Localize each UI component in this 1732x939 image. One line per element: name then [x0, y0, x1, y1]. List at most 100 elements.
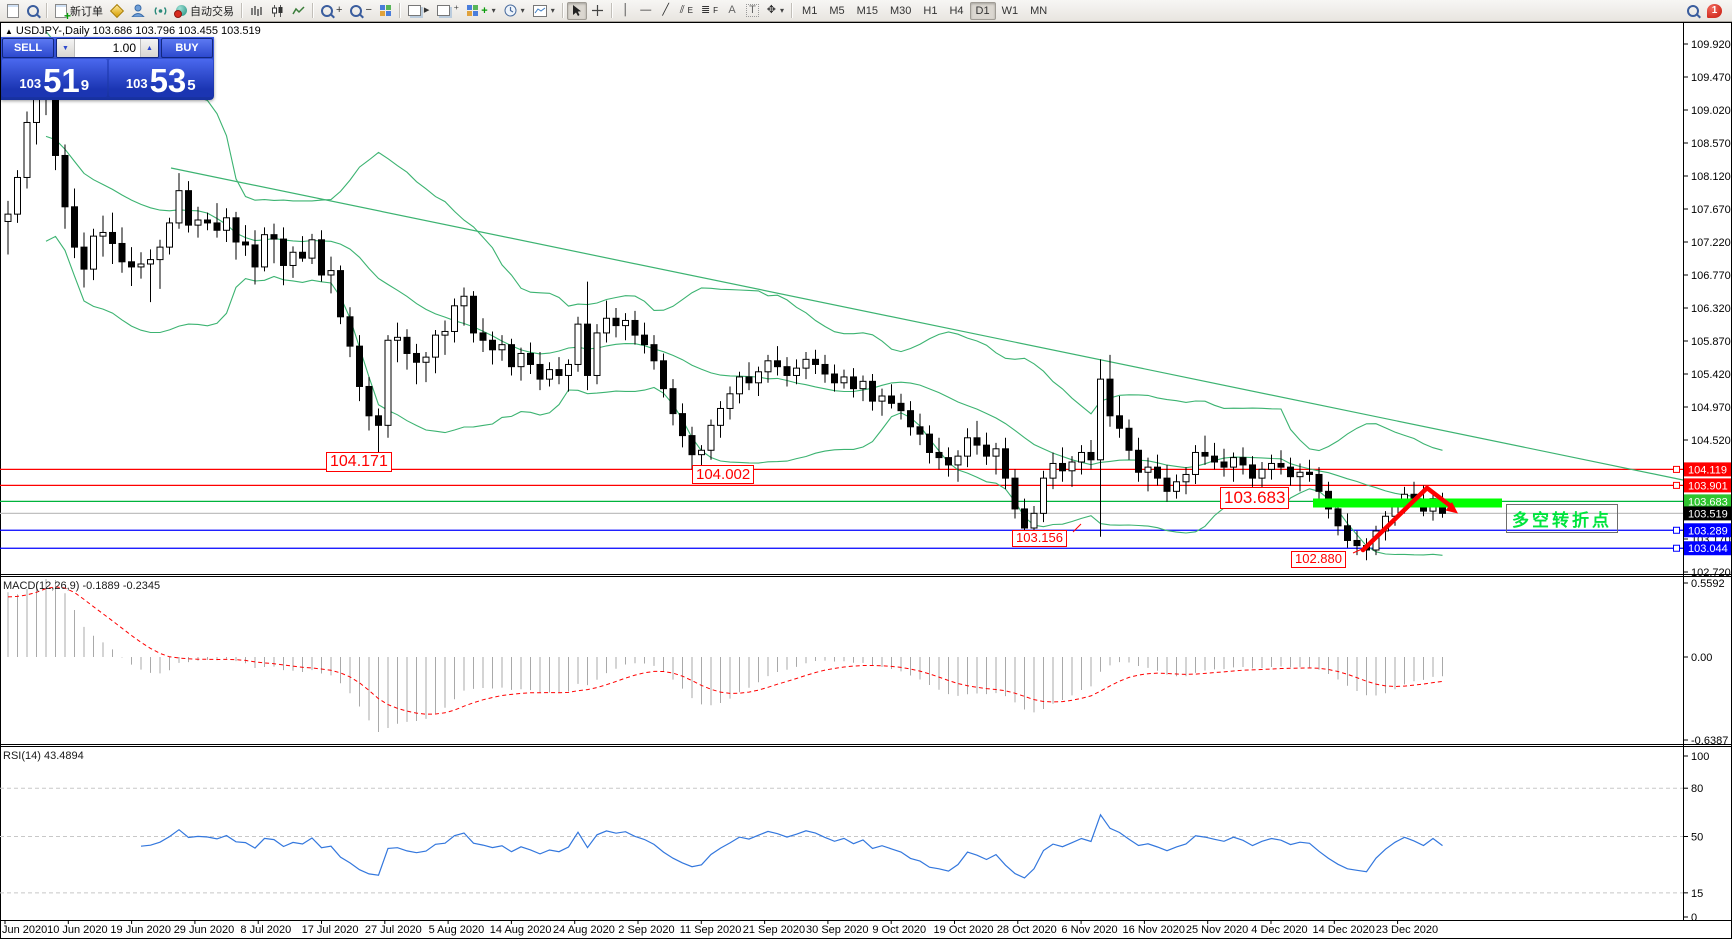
gold-diamond-icon — [109, 3, 125, 18]
timeframe-mn[interactable]: MN — [1030, 4, 1048, 17]
signals-button[interactable] — [149, 2, 172, 20]
candle — [1049, 462, 1057, 479]
clock-icon — [504, 4, 517, 17]
timeframe-m5[interactable]: M5 — [829, 4, 845, 17]
candle — [793, 367, 800, 376]
candle — [707, 424, 715, 451]
volume-increase-button[interactable]: ▲ — [140, 39, 158, 57]
chevron-down-icon: ▾ — [550, 6, 555, 15]
price-tag — [1684, 462, 1731, 477]
price-axis-label: 107.670 — [1691, 204, 1731, 216]
rsi-axis-label: 50 — [1691, 832, 1703, 844]
price-level-label[interactable]: 104.171 — [326, 452, 392, 473]
cursor-icon — [573, 5, 582, 16]
chart-shift-button[interactable]: ⁺ — [433, 2, 463, 20]
price-tag — [1684, 506, 1731, 521]
trendline — [170, 167, 1684, 481]
candle — [451, 305, 458, 332]
date-label: 21 Sep 2020 — [742, 924, 806, 936]
add-indicator-button[interactable]: + ▾ — [463, 2, 499, 20]
zoom-in-button[interactable]: + — [317, 2, 346, 20]
channel-tool-button[interactable]: ⫽ E — [679, 4, 693, 16]
chart-window-icon — [7, 3, 19, 18]
new-order-button[interactable]: + 新订单 — [51, 2, 107, 22]
new-chart-button[interactable] — [3, 2, 23, 20]
timeframe-d1[interactable]: D1 — [969, 1, 996, 20]
candle — [717, 407, 724, 426]
candle-chart-mode-button[interactable] — [267, 2, 288, 20]
price-level-label[interactable]: 104.002 — [692, 465, 755, 485]
timeframe-h1[interactable]: H1 — [923, 4, 938, 17]
tile-windows-button[interactable] — [376, 2, 396, 20]
price-level-label[interactable]: 103.683 — [1220, 487, 1290, 509]
text-tool-button[interactable]: A — [722, 2, 742, 20]
candle — [536, 363, 544, 380]
zoom-out-button[interactable]: − — [346, 2, 375, 20]
price-axis-label: 106.320 — [1691, 303, 1731, 315]
candle — [641, 334, 648, 346]
candle — [983, 444, 990, 457]
candle — [1011, 477, 1019, 510]
label-tool-button[interactable]: T — [742, 2, 763, 20]
mql5-market-button[interactable] — [107, 2, 127, 20]
candle — [926, 433, 933, 453]
period-button[interactable]: ▾ — [500, 2, 529, 20]
cursor-tool-button[interactable] — [566, 1, 587, 20]
buy-price[interactable]: 103 53 5 — [108, 59, 213, 97]
timeframe-h4[interactable]: H4 — [949, 4, 964, 17]
bar-chart-mode-button[interactable] — [246, 2, 267, 20]
volume-decrease-button[interactable]: ▼ — [57, 39, 75, 57]
price-tag-value: 104.119 — [1688, 464, 1727, 476]
date-label: 14 Dec 2020 — [1312, 924, 1375, 936]
candle — [80, 246, 88, 270]
date-label: 17 Jul 2020 — [301, 924, 359, 936]
date-label: 23 Dec 2020 — [1375, 924, 1439, 936]
candle — [1249, 464, 1256, 479]
price-level-label[interactable]: 102.880 — [1291, 551, 1346, 568]
timeframe-m30[interactable]: M30 — [890, 4, 912, 17]
autotrade-globe-icon — [174, 5, 187, 18]
fibonacci-tool-button[interactable]: ≣ F — [700, 4, 719, 16]
timeframe-m1[interactable]: M1 — [802, 4, 818, 17]
chevron-down-icon: ▾ — [520, 6, 525, 15]
horizontal-line-tool-button[interactable]: — — [636, 2, 656, 20]
timeframe-w1[interactable]: W1 — [1001, 4, 1019, 17]
turning-point-note[interactable]: 多空转折点 — [1506, 504, 1618, 533]
signal-icon — [154, 7, 167, 15]
candle — [318, 239, 325, 276]
date-label: Jun 2020 — [2, 924, 48, 936]
candle — [23, 121, 31, 178]
candle — [812, 358, 819, 365]
candle — [755, 371, 762, 384]
zoom-in-icon — [321, 4, 333, 17]
auto-trading-button[interactable]: 自动交易 — [172, 2, 238, 20]
notifications-button[interactable]: 1 — [1703, 2, 1726, 20]
trendline-tool-button[interactable]: ╱ — [656, 2, 676, 20]
window-menu-icon[interactable]: ▲ — [5, 27, 13, 36]
search-button[interactable] — [1683, 2, 1703, 20]
market-watch-button[interactable] — [23, 2, 43, 20]
auto-scroll-button[interactable]: ▸ — [404, 2, 434, 20]
price-level-label[interactable]: 103.156 — [1012, 530, 1067, 547]
candle — [546, 369, 553, 380]
timeframe-m15[interactable]: M15 — [856, 4, 878, 17]
community-button[interactable] — [127, 2, 149, 20]
sell-price[interactable]: 103 51 9 — [2, 59, 107, 97]
candle — [232, 217, 240, 243]
crosshair-tool-button[interactable] — [587, 2, 608, 20]
vertical-line-tool-button[interactable]: │ — [616, 2, 636, 20]
bollinger-band — [45, 135, 1443, 504]
candle — [1163, 477, 1171, 492]
templates-button[interactable]: ▾ — [529, 2, 559, 20]
line-chart-mode-button[interactable] — [288, 2, 309, 20]
sell-button[interactable]: SELL — [2, 38, 54, 58]
candle — [1277, 462, 1285, 468]
candle — [517, 352, 525, 368]
price-axis-label: 109.470 — [1691, 72, 1731, 84]
buy-button[interactable]: BUY — [161, 38, 213, 58]
volume-input[interactable] — [75, 39, 140, 57]
arrows-tool-button[interactable]: ✥ ▾ — [763, 2, 788, 20]
bollinger-band — [45, 235, 1443, 556]
